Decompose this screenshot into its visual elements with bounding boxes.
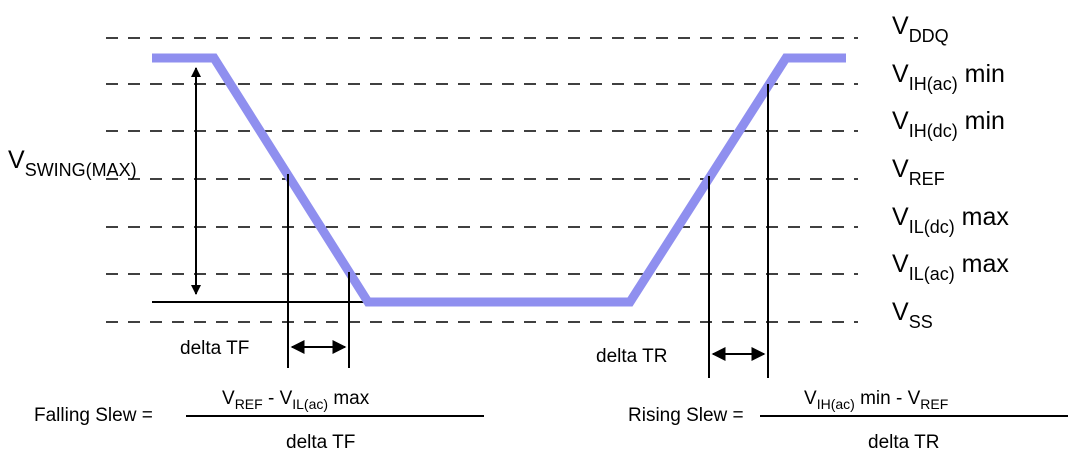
label-vswing-max: VSWING(MAX) — [8, 146, 137, 180]
rising-slew-denominator: delta TR — [868, 432, 939, 453]
label-vil-ac-max: VIL(ac) max — [892, 250, 1009, 284]
falling-slew-denominator: delta TF — [286, 432, 355, 453]
label-vil-dc-max: VIL(dc) max — [892, 203, 1009, 237]
rising-slew-prefix: Rising Slew = — [628, 405, 744, 426]
label-vddq: VDDQ — [892, 12, 949, 46]
falling-slew-prefix: Falling Slew = — [34, 405, 153, 426]
measurement-lines — [287, 84, 769, 378]
rising-slew-equation: Rising Slew = VIH(ac) min - VREF delta T… — [628, 388, 1068, 453]
falling-slew-numerator: VREF - VIL(ac) max — [222, 388, 370, 412]
label-vih-dc-min: VIH(dc) min — [892, 107, 1005, 141]
label-vref: VREF — [892, 155, 945, 189]
label-vih-ac-min: VIH(ac) min — [892, 60, 1005, 94]
waveform-trace — [152, 53, 846, 307]
label-delta-tf: delta TF — [180, 338, 249, 359]
label-delta-tr: delta TR — [596, 346, 667, 367]
label-vss: VSS — [892, 298, 933, 332]
rising-slew-numerator: VIH(ac) min - VREF — [804, 388, 948, 412]
reference-level-lines — [106, 37, 858, 323]
falling-slew-equation: Falling Slew = VREF - VIL(ac) max delta … — [34, 388, 484, 453]
